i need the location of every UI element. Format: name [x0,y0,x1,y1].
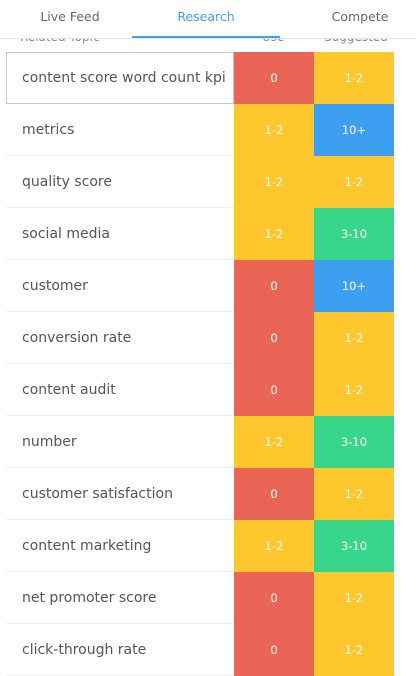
suggested-count: 10+ [314,260,394,312]
suggested-count: 1-2 [314,364,394,416]
suggested-count: 1-2 [314,468,394,520]
tab[interactable]: Live Feed [40,9,100,24]
topic-name: content marketing [22,538,152,554]
topic-row[interactable]: metrics 1-2 10+ [6,104,395,156]
tab[interactable]: Compete [331,9,389,24]
use-count: 0 [234,468,314,520]
topic-name: content score word count kpi [6,52,234,104]
topic-name: social media [22,226,110,242]
use-count: 1-2 [234,208,314,260]
topic-name: net promoter score [22,590,157,606]
table-header: Related Topic Use Suggested [0,39,416,45]
suggested-count: 3-10 [314,416,394,468]
suggested-count: 1-2 [314,624,394,676]
suggested-count: 3-10 [314,208,394,260]
tab-bar: Live Feed Research Compete [0,0,416,39]
suggested-count: 3-10 [314,520,394,572]
use-count: 0 [234,572,314,624]
topic-name: customer [22,278,88,294]
topic-name: number [22,434,77,450]
topic-name: content audit [22,382,116,398]
topic-row[interactable]: conversion rate 0 1-2 [6,312,395,364]
use-count: 1-2 [234,520,314,572]
topic-table: content score word count kpi 0 1-2 metrics 1… [6,52,395,676]
suggested-count: 1-2 [314,52,394,104]
topic-row[interactable]: click-through rate 0 1-2 [6,624,395,676]
topic-row[interactable]: content marketing 1-2 3-10 [6,520,395,572]
topic-name: click-through rate [22,642,147,658]
use-count: 0 [234,312,314,364]
topic-row[interactable]: net promoter score 0 1-2 [6,572,395,624]
suggested-count: 1-2 [314,312,394,364]
use-count: 1-2 [234,104,314,156]
column-header: Suggested [324,39,388,44]
suggested-count: 1-2 [314,156,394,208]
column-header: Use [262,39,284,44]
suggested-count: 10+ [314,104,394,156]
topic-row[interactable]: content audit 0 1-2 [6,364,395,416]
topic-row[interactable]: number 1-2 3-10 [6,416,395,468]
topic-row[interactable]: social media 1-2 3-10 [6,208,395,260]
topic-name: conversion rate [22,330,132,346]
use-count: 0 [234,624,314,676]
topic-name: metrics [22,122,75,138]
topic-row[interactable]: content score word count kpi 0 1-2 [6,52,395,104]
use-count: 0 [234,364,314,416]
topic-name: quality score [22,174,112,190]
tab[interactable]: Research [132,0,280,38]
use-count: 0 [234,260,314,312]
use-count: 1-2 [234,156,314,208]
topic-row[interactable]: customer 0 10+ [6,260,395,312]
column-header: Related Topic [20,39,100,44]
use-count: 1-2 [234,416,314,468]
topic-row[interactable]: customer satisfaction 0 1-2 [6,468,395,520]
topic-name: customer satisfaction [22,486,173,502]
topic-row[interactable]: quality score 1-2 1-2 [6,156,395,208]
suggested-count: 1-2 [314,572,394,624]
use-count: 0 [234,52,314,104]
